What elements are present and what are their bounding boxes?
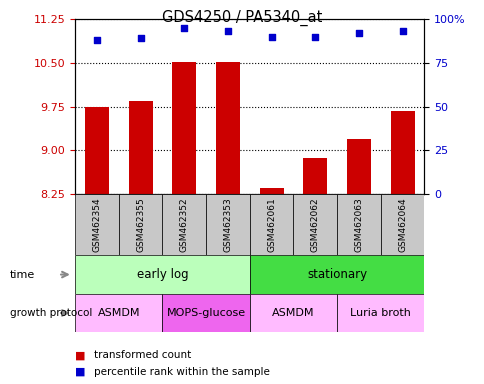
Bar <box>85 107 109 194</box>
Text: GDS4250 / PA5340_at: GDS4250 / PA5340_at <box>162 10 322 26</box>
Bar <box>172 62 196 194</box>
Point <box>311 34 318 40</box>
Bar <box>75 194 119 255</box>
Text: percentile rank within the sample: percentile rank within the sample <box>93 367 269 377</box>
Text: growth protocol: growth protocol <box>10 308 92 318</box>
Bar <box>119 194 162 255</box>
Text: GSM462061: GSM462061 <box>267 197 275 252</box>
Bar <box>249 255 424 294</box>
Bar <box>206 194 249 255</box>
Point <box>398 28 406 35</box>
Bar <box>215 62 240 194</box>
Point <box>224 28 231 35</box>
Text: GSM462354: GSM462354 <box>92 197 101 252</box>
Point <box>267 34 275 40</box>
Bar <box>302 158 327 194</box>
Bar <box>249 294 336 332</box>
Bar <box>346 139 370 194</box>
Text: transformed count: transformed count <box>93 350 191 360</box>
Bar <box>162 194 206 255</box>
Text: Luria broth: Luria broth <box>349 308 410 318</box>
Text: ■: ■ <box>75 367 89 377</box>
Bar <box>75 294 162 332</box>
Bar <box>336 294 424 332</box>
Text: time: time <box>10 270 35 280</box>
Bar <box>128 101 152 194</box>
Text: ■: ■ <box>75 350 89 360</box>
Text: stationary: stationary <box>306 268 366 281</box>
Bar <box>336 194 380 255</box>
Text: GSM462062: GSM462062 <box>310 197 319 252</box>
Bar <box>390 111 414 194</box>
Text: GSM462063: GSM462063 <box>354 197 363 252</box>
Text: MOPS-glucose: MOPS-glucose <box>166 308 245 318</box>
Bar <box>259 188 283 194</box>
Point <box>180 25 188 31</box>
Bar <box>249 194 293 255</box>
Point <box>354 30 362 36</box>
Text: GSM462064: GSM462064 <box>397 197 406 252</box>
Text: ASMDM: ASMDM <box>272 308 314 318</box>
Point <box>93 37 101 43</box>
Text: early log: early log <box>136 268 188 281</box>
Bar <box>380 194 424 255</box>
Point <box>136 35 144 41</box>
Text: GSM462353: GSM462353 <box>223 197 232 252</box>
Text: GSM462355: GSM462355 <box>136 197 145 252</box>
Bar <box>162 294 249 332</box>
Bar <box>75 255 249 294</box>
Text: ASMDM: ASMDM <box>97 308 140 318</box>
Bar <box>293 194 336 255</box>
Text: GSM462352: GSM462352 <box>180 197 188 252</box>
